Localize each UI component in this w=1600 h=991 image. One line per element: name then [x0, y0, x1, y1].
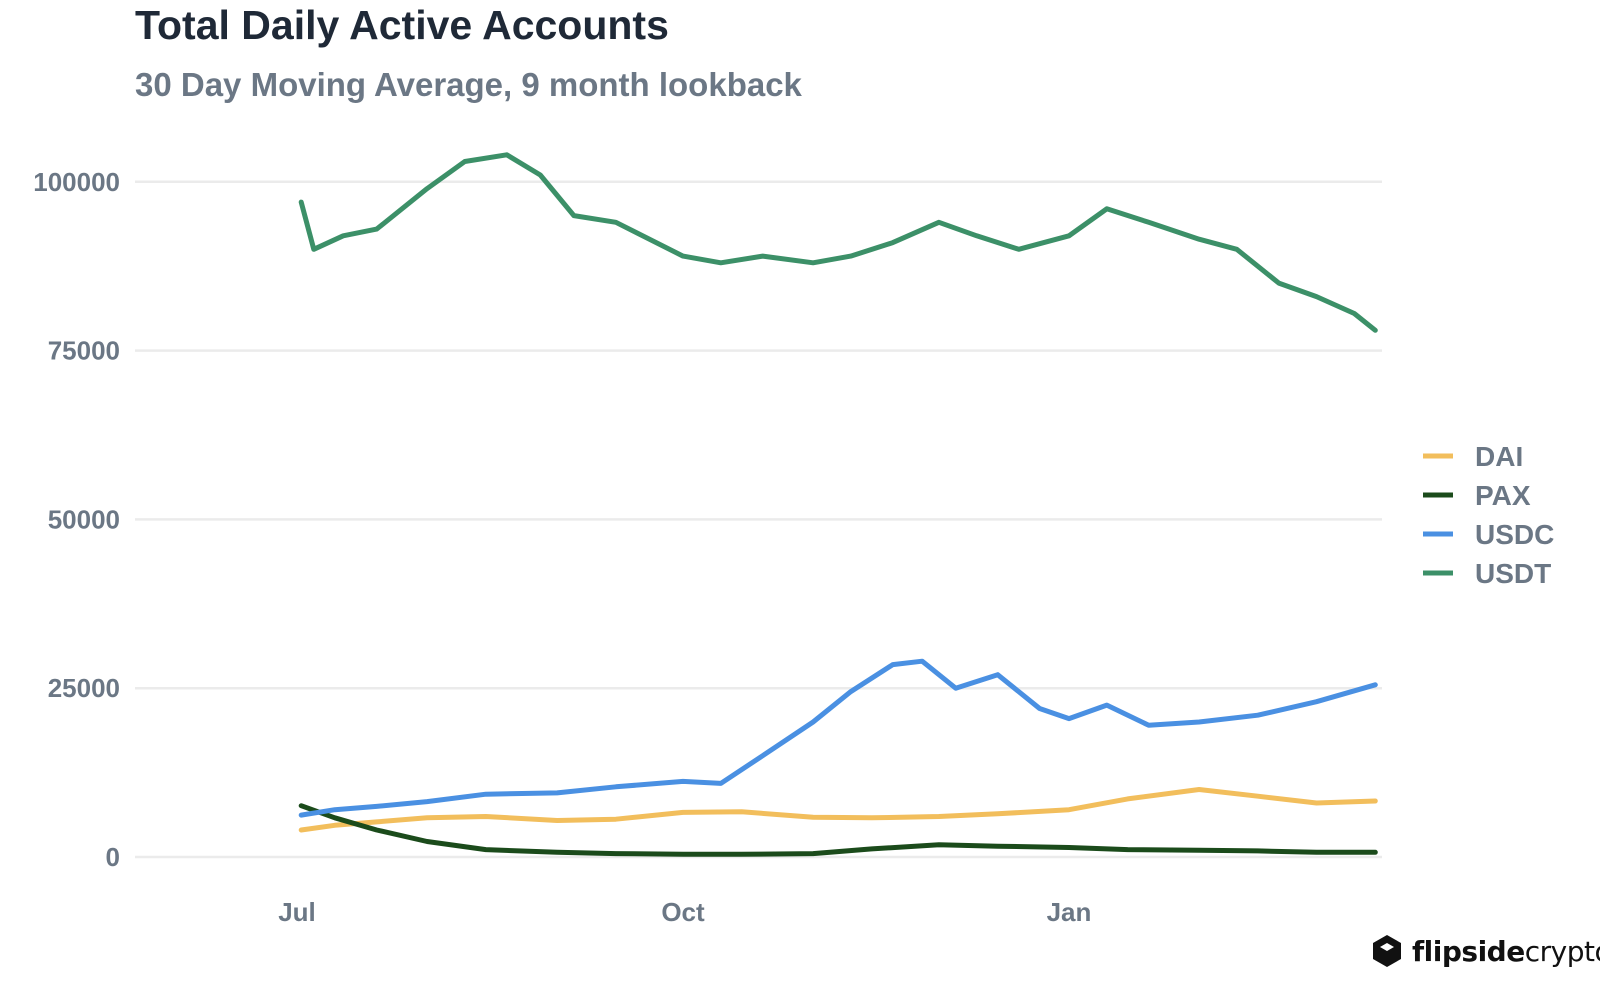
legend-label-pax: PAX — [1475, 480, 1531, 511]
legend-label-usdt: USDT — [1475, 558, 1551, 589]
chart-title: Total Daily Active Accounts — [135, 2, 669, 48]
series-line-usdt — [298, 152, 1378, 333]
series-line-dai — [298, 787, 1378, 833]
x-tick-label: Jan — [1047, 897, 1092, 927]
legend: DAI PAX USDC USDT — [1423, 441, 1554, 589]
y-tick-label: 100000 — [33, 167, 120, 197]
grid-lines — [135, 180, 1382, 859]
y-tick-label: 25000 — [48, 673, 120, 703]
brand-logo: flipsidecrypto — [1370, 934, 1600, 968]
legend-label-usdc: USDC — [1475, 519, 1554, 550]
brand-name-light: crypto — [1524, 934, 1600, 968]
y-tick-label: 75000 — [48, 336, 120, 366]
x-axis-ticks: Jul Oct Jan — [278, 897, 1091, 927]
brand-name: flipsidecrypto — [1412, 935, 1600, 968]
x-tick-label: Jul — [278, 897, 316, 927]
y-axis-ticks: 0 25000 50000 75000 100000 — [33, 167, 120, 872]
y-tick-label: 0 — [106, 842, 120, 872]
legend-label-dai: DAI — [1475, 441, 1523, 472]
series-lines — [298, 152, 1378, 857]
x-tick-label: Oct — [661, 897, 705, 927]
brand-name-bold: flipside — [1412, 934, 1525, 968]
series-line-usdc — [298, 658, 1378, 818]
y-tick-label: 50000 — [48, 504, 120, 534]
flipside-logo-icon — [1373, 935, 1401, 967]
chart-subtitle: 30 Day Moving Average, 9 month lookback — [135, 66, 802, 103]
series-line-pax — [298, 803, 1378, 857]
